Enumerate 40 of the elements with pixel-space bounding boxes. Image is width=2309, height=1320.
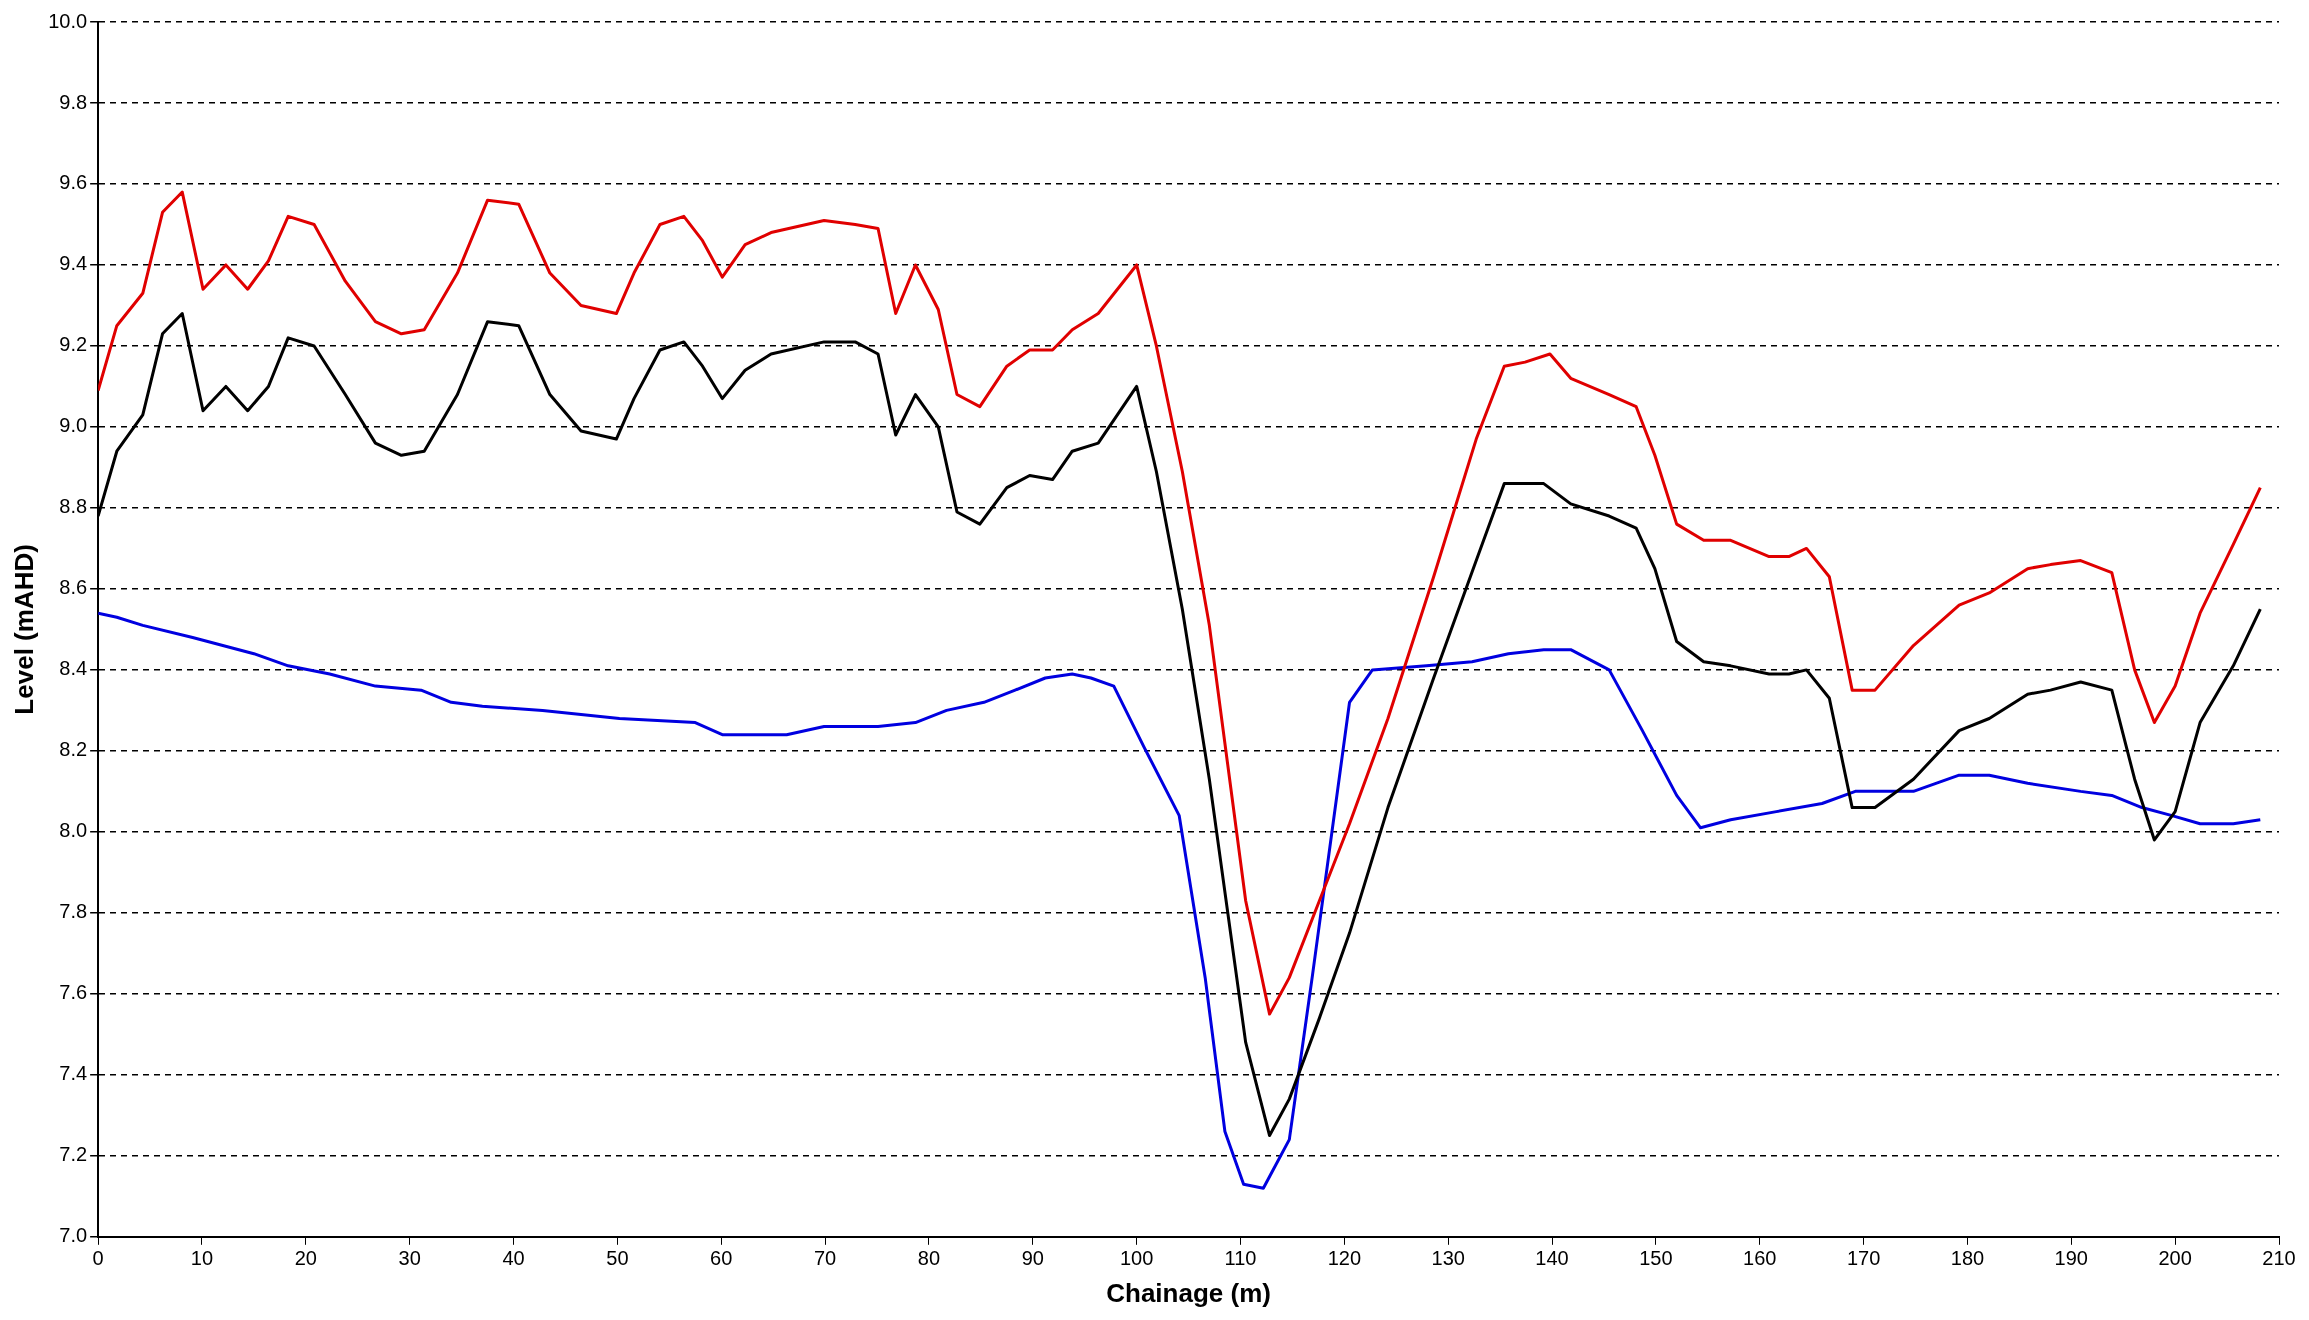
x-tick-label: 150 (1639, 1247, 1673, 1270)
x-tick-label: 70 (813, 1247, 837, 1270)
y-tick-label: 8.4 (59, 657, 88, 680)
y-tick-label: 7.0 (59, 1224, 88, 1247)
x-axis-title: Chainage (m) (1106, 1277, 1271, 1308)
y-tick-label: 8.6 (59, 576, 88, 599)
y-tick-label: 8.8 (59, 495, 88, 518)
x-tick-label: 110 (1224, 1247, 1257, 1270)
x-tick-label: 160 (1743, 1247, 1777, 1270)
x-tick-label: 100 (1119, 1247, 1154, 1270)
x-tick-label: 80 (917, 1247, 941, 1270)
x-tick-label: 0 (92, 1247, 104, 1270)
x-tick-label: 190 (2054, 1247, 2088, 1270)
x-tick-label: 10 (190, 1247, 214, 1270)
x-tick-label: 140 (1535, 1247, 1569, 1270)
x-tick-label: 210 (2262, 1247, 2296, 1270)
y-tick-label: 9.0 (59, 414, 88, 437)
x-tick-label: 180 (1950, 1247, 1985, 1270)
x-tick-label: 50 (606, 1247, 629, 1270)
y-tick-label: 7.6 (59, 981, 88, 1004)
y-tick-label: 9.4 (59, 252, 88, 275)
y-tick-label: 9.6 (59, 171, 88, 194)
y-tick-label: 7.4 (59, 1062, 88, 1085)
x-tick-label: 30 (398, 1247, 421, 1270)
x-tick-label: 20 (294, 1247, 317, 1270)
y-tick-label: 8.2 (59, 738, 88, 761)
y-axis-title: Level (mAHD) (8, 544, 39, 715)
x-tick-label: 170 (1846, 1247, 1881, 1270)
y-tick-label: 7.2 (59, 1143, 88, 1166)
y-tick-label: 9.8 (59, 90, 88, 113)
x-tick-label: 130 (1431, 1247, 1465, 1270)
y-tick-label: 10.0 (48, 9, 88, 32)
x-tick-label: 40 (502, 1247, 525, 1270)
x-tick-label: 60 (710, 1247, 733, 1270)
y-tick-label: 8.0 (59, 819, 88, 842)
y-tick-label: 7.8 (59, 900, 88, 923)
x-tick-label: 120 (1327, 1247, 1362, 1270)
y-tick-label: 9.2 (59, 333, 88, 356)
x-tick-label: 200 (2158, 1247, 2192, 1270)
x-tick-label: 90 (1021, 1247, 1044, 1270)
